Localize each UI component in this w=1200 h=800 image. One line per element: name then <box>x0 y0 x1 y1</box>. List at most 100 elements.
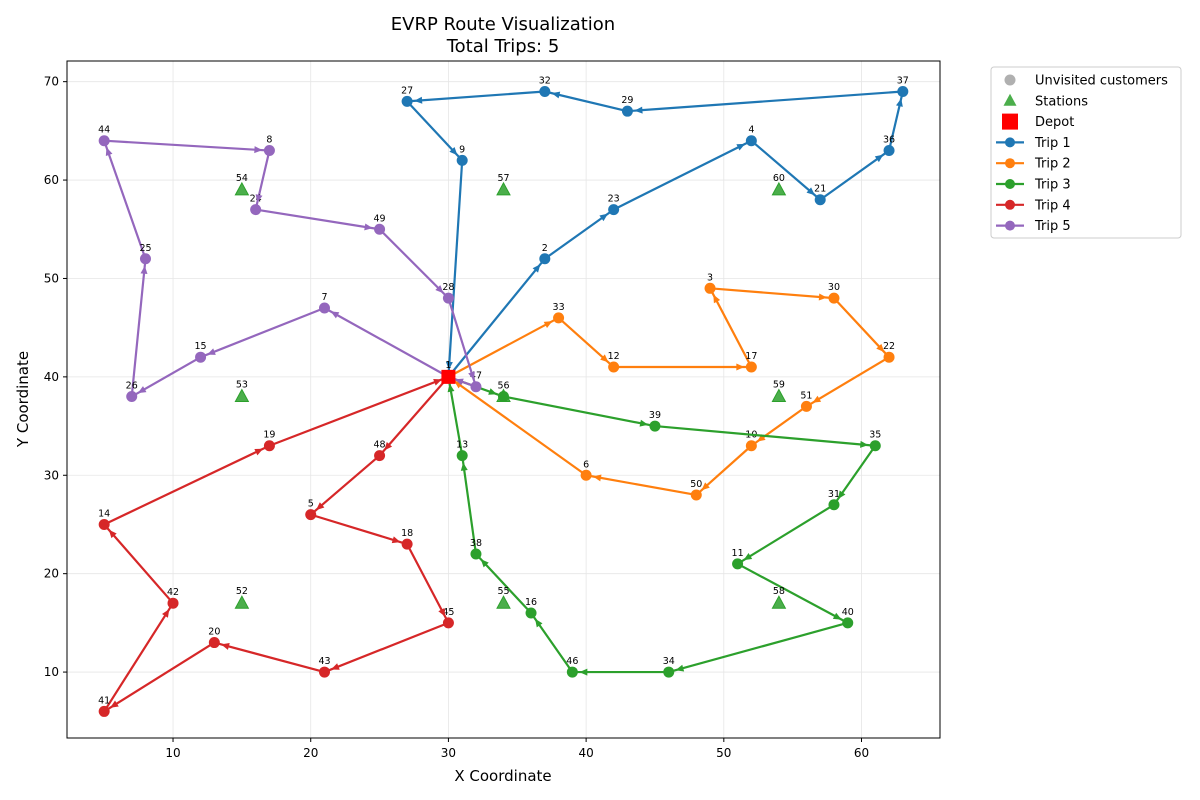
legend-label: Trip 3 <box>1034 178 1071 193</box>
route-arrowhead <box>435 285 444 294</box>
point-label: 39 <box>649 410 661 421</box>
x-tick-label: 30 <box>441 746 456 760</box>
route-arrowhead <box>488 388 497 395</box>
route-arrowhead <box>384 441 393 451</box>
point-label: 9 <box>459 144 465 155</box>
trip-path <box>103 375 450 713</box>
x-tick-label: 10 <box>165 746 180 760</box>
customer-point <box>374 450 386 462</box>
trip-path <box>447 375 877 674</box>
customer-point <box>456 450 468 462</box>
y-tick-label: 10 <box>44 665 59 679</box>
customer-point <box>745 135 757 147</box>
station-marker <box>771 388 787 403</box>
point-label: 12 <box>608 351 620 362</box>
chart-title-line2: Total Trips: 5 <box>446 36 560 57</box>
route-arrowhead <box>330 663 340 670</box>
route-arrowhead <box>254 448 264 456</box>
customer-point <box>539 253 551 265</box>
point-label: 18 <box>401 528 413 539</box>
customer-point <box>883 145 895 157</box>
route-arrowhead <box>391 536 401 544</box>
route-arrowhead <box>330 311 340 319</box>
route-arrowhead <box>364 223 373 231</box>
route-arrowhead <box>675 664 685 672</box>
route-arrowhead <box>634 106 643 114</box>
route-arrowhead <box>860 440 869 448</box>
customer-point <box>456 154 468 166</box>
point-label: 33 <box>553 302 565 313</box>
route-arrowhead <box>599 213 608 222</box>
customer-point <box>539 86 551 98</box>
point-label: 51 <box>800 390 812 401</box>
customer-point <box>745 440 757 452</box>
point-label: 29 <box>621 95 633 106</box>
customer-point <box>608 204 620 216</box>
route-arrowhead <box>105 147 113 157</box>
trip-path <box>406 90 904 378</box>
point-label: 19 <box>263 430 275 441</box>
station-marker <box>496 181 511 196</box>
plot-frame <box>66 60 941 739</box>
route-arrowhead <box>468 371 475 381</box>
x-tick-label: 20 <box>303 746 318 760</box>
y-tick-label: 40 <box>44 370 59 384</box>
customer-point <box>608 361 620 373</box>
station-label: 54 <box>236 173 248 184</box>
customer-point <box>318 666 330 678</box>
legend-label: Stations <box>1035 94 1088 109</box>
station-label: 55 <box>497 586 509 597</box>
route-arrowhead <box>818 293 827 301</box>
legend-label: Unvisited customers <box>1035 74 1168 89</box>
station-label: 57 <box>497 173 509 184</box>
route-arrowhead <box>579 668 588 676</box>
customer-point <box>250 204 262 216</box>
route-arrowhead <box>812 395 822 403</box>
y-tick-label: 20 <box>44 567 59 581</box>
route-arrowhead <box>455 378 464 386</box>
customer-point <box>869 440 881 452</box>
legend-unvisited-symbol <box>1004 74 1016 86</box>
station-marker <box>234 181 250 196</box>
point-label: 4 <box>748 125 754 136</box>
station-marker <box>234 595 250 609</box>
route-arrowhead <box>736 363 745 371</box>
customer-point <box>263 145 275 157</box>
customer-point <box>566 666 578 678</box>
route-arrowhead <box>108 529 117 539</box>
point-label: 14 <box>98 508 110 519</box>
route-arrowhead <box>449 147 458 156</box>
point-label: 24 <box>250 194 262 205</box>
point-label: 49 <box>374 213 386 224</box>
point-label: 56 <box>497 381 509 392</box>
point-label: 13 <box>456 440 468 451</box>
x-tick-label: 50 <box>716 746 731 760</box>
point-label: 27 <box>401 85 413 96</box>
y-tick-label: 60 <box>44 173 59 187</box>
legend-line-marker <box>1005 158 1015 169</box>
legend-line-marker <box>1005 199 1015 210</box>
customer-point <box>814 194 826 206</box>
point-label: 7 <box>321 292 327 303</box>
route-arrowhead <box>701 482 710 491</box>
route-arrowhead <box>874 154 884 163</box>
point-label: 25 <box>139 243 151 254</box>
route-arrowhead <box>221 643 230 650</box>
customer-point <box>401 538 413 550</box>
customer-point <box>98 518 110 530</box>
trip-5-route: 7 15 26 25 44 8 24 49 28 47 <box>98 125 482 403</box>
depot-marker <box>441 369 456 384</box>
customer-point <box>374 223 386 235</box>
point-label: 26 <box>126 381 138 392</box>
point-label: 45 <box>442 607 454 618</box>
route-arrowhead <box>207 348 216 355</box>
point-label: 15 <box>195 341 207 352</box>
customer-point <box>800 400 812 412</box>
route-arrowhead <box>137 386 147 394</box>
station-marker <box>234 388 250 403</box>
route-arrowhead <box>110 700 119 708</box>
route-arrowhead <box>876 343 885 353</box>
legend-label: Trip 2 <box>1034 157 1071 172</box>
